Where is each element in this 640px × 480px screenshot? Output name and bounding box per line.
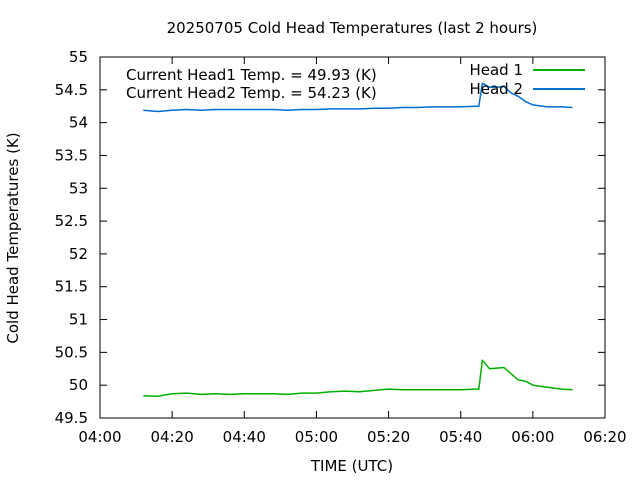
series-line-head2	[143, 82, 573, 113]
y-tick-label: 52.5	[55, 212, 88, 230]
y-tick-label: 54	[69, 114, 88, 132]
plot-frame	[99, 56, 606, 419]
x-tick-label: 06:20	[583, 428, 626, 446]
y-axis-label: Cold Head Temperatures (K)	[4, 132, 22, 343]
y-tick-label: 51.5	[55, 278, 88, 296]
x-tick-label: 06:00	[511, 428, 554, 446]
y-tick-label: 49.5	[55, 409, 88, 427]
x-tick-label: 04:40	[223, 428, 266, 446]
x-axis-label: TIME (UTC)	[310, 457, 393, 475]
y-tick-label: 53	[69, 179, 88, 197]
legend-label-head2: Head 2	[469, 80, 523, 98]
x-tick-label: 05:20	[367, 428, 410, 446]
annotation-head2: Current Head2 Temp. = 54.23 (K)	[126, 84, 377, 102]
y-tick-label: 51	[69, 311, 88, 329]
y-tick-label: 52	[69, 245, 88, 263]
y-tick-label: 55	[69, 48, 88, 66]
y-tick-label: 50.5	[55, 343, 88, 361]
series-lines	[143, 82, 573, 398]
y-tick-label: 54.5	[55, 81, 88, 99]
annotation-head1: Current Head1 Temp. = 49.93 (K)	[126, 66, 377, 84]
x-tick-label: 05:40	[439, 428, 482, 446]
y-tick-label: 53.5	[55, 146, 88, 164]
chart-title: 20250705 Cold Head Temperatures (last 2 …	[167, 19, 538, 37]
y-tick-label: 50	[69, 376, 88, 394]
legend-label-head1: Head 1	[469, 61, 523, 79]
x-tick-label: 04:00	[78, 428, 121, 446]
x-tick-label: 05:00	[295, 428, 338, 446]
x-tick-label: 04:20	[151, 428, 194, 446]
series-line-head1	[143, 359, 573, 398]
axis-ticks: 04:00 04:20 04:40 05:00 05:20 05:40 06:00 06:20…	[55, 48, 627, 446]
